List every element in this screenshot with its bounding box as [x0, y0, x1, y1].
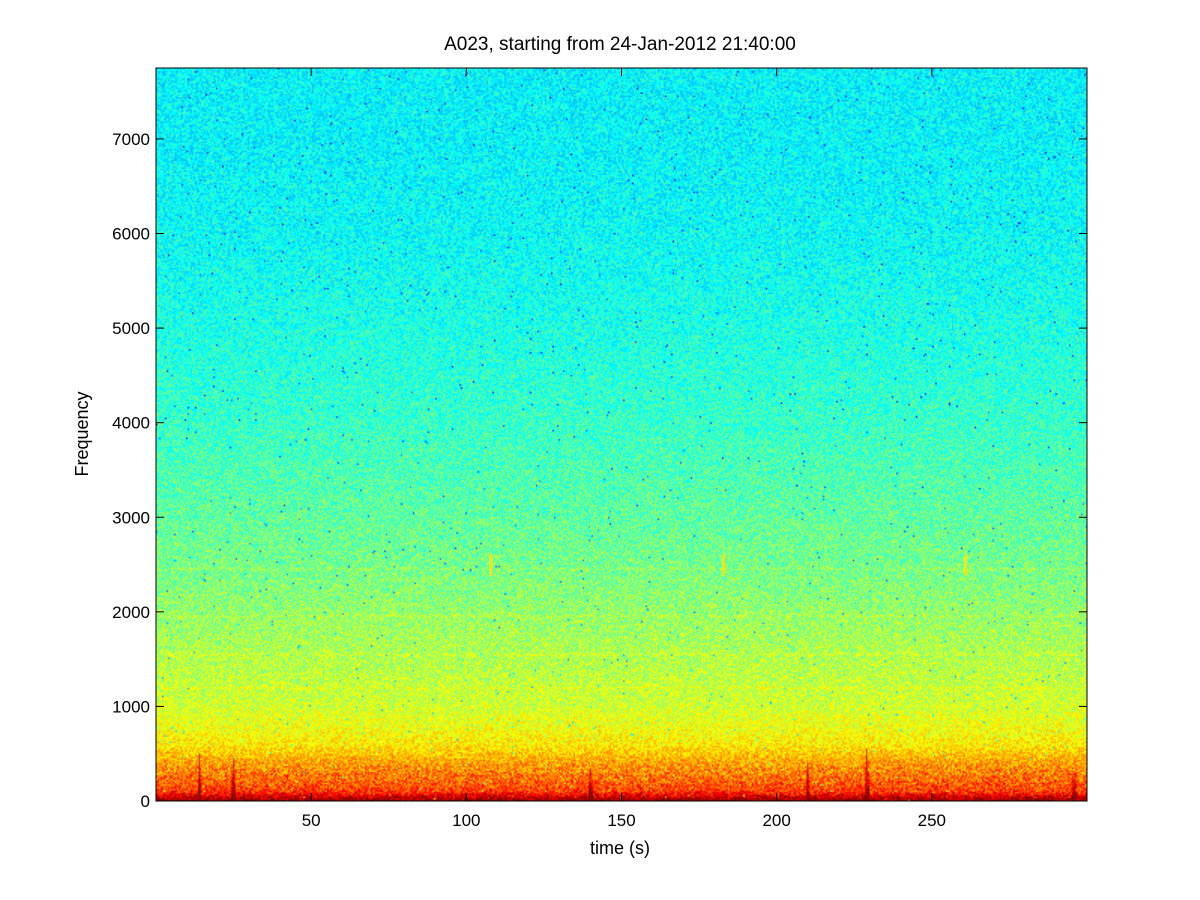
y-tick-label: 4000: [112, 414, 150, 433]
y-tick-label: 7000: [112, 130, 150, 149]
x-tick-label: 150: [607, 811, 635, 830]
transient-layer: [198, 748, 1076, 801]
y-axis-label: Frequency: [72, 391, 92, 476]
x-tick-label: 200: [762, 811, 790, 830]
x-axis-ticks: 50 100 150 200 250: [302, 68, 946, 830]
x-axis-label: time (s): [590, 838, 650, 858]
chart-title: A023, starting from 24-Jan-2012 21:40:00: [444, 34, 796, 55]
y-tick-label: 2000: [112, 603, 150, 622]
plot-area: 50 100 150 200 250 0 1000 2000 3000 4000 5000 6000…: [112, 67, 1088, 830]
y-tick-label: 6000: [112, 225, 150, 244]
y-tick-label: 1000: [112, 697, 150, 716]
tonal-layer: [490, 553, 967, 576]
x-tick-label: 250: [918, 811, 946, 830]
x-tick-label: 100: [452, 811, 480, 830]
y-tick-label: 3000: [112, 508, 150, 527]
y-axis-ticks: 0 1000 2000 3000 4000 5000 6000 7000: [112, 130, 1087, 811]
x-tick-label: 50: [302, 811, 321, 830]
spectrogram-heatmap: [156, 68, 1087, 801]
y-tick-label: 0: [141, 792, 150, 811]
y-tick-label: 5000: [112, 319, 150, 338]
